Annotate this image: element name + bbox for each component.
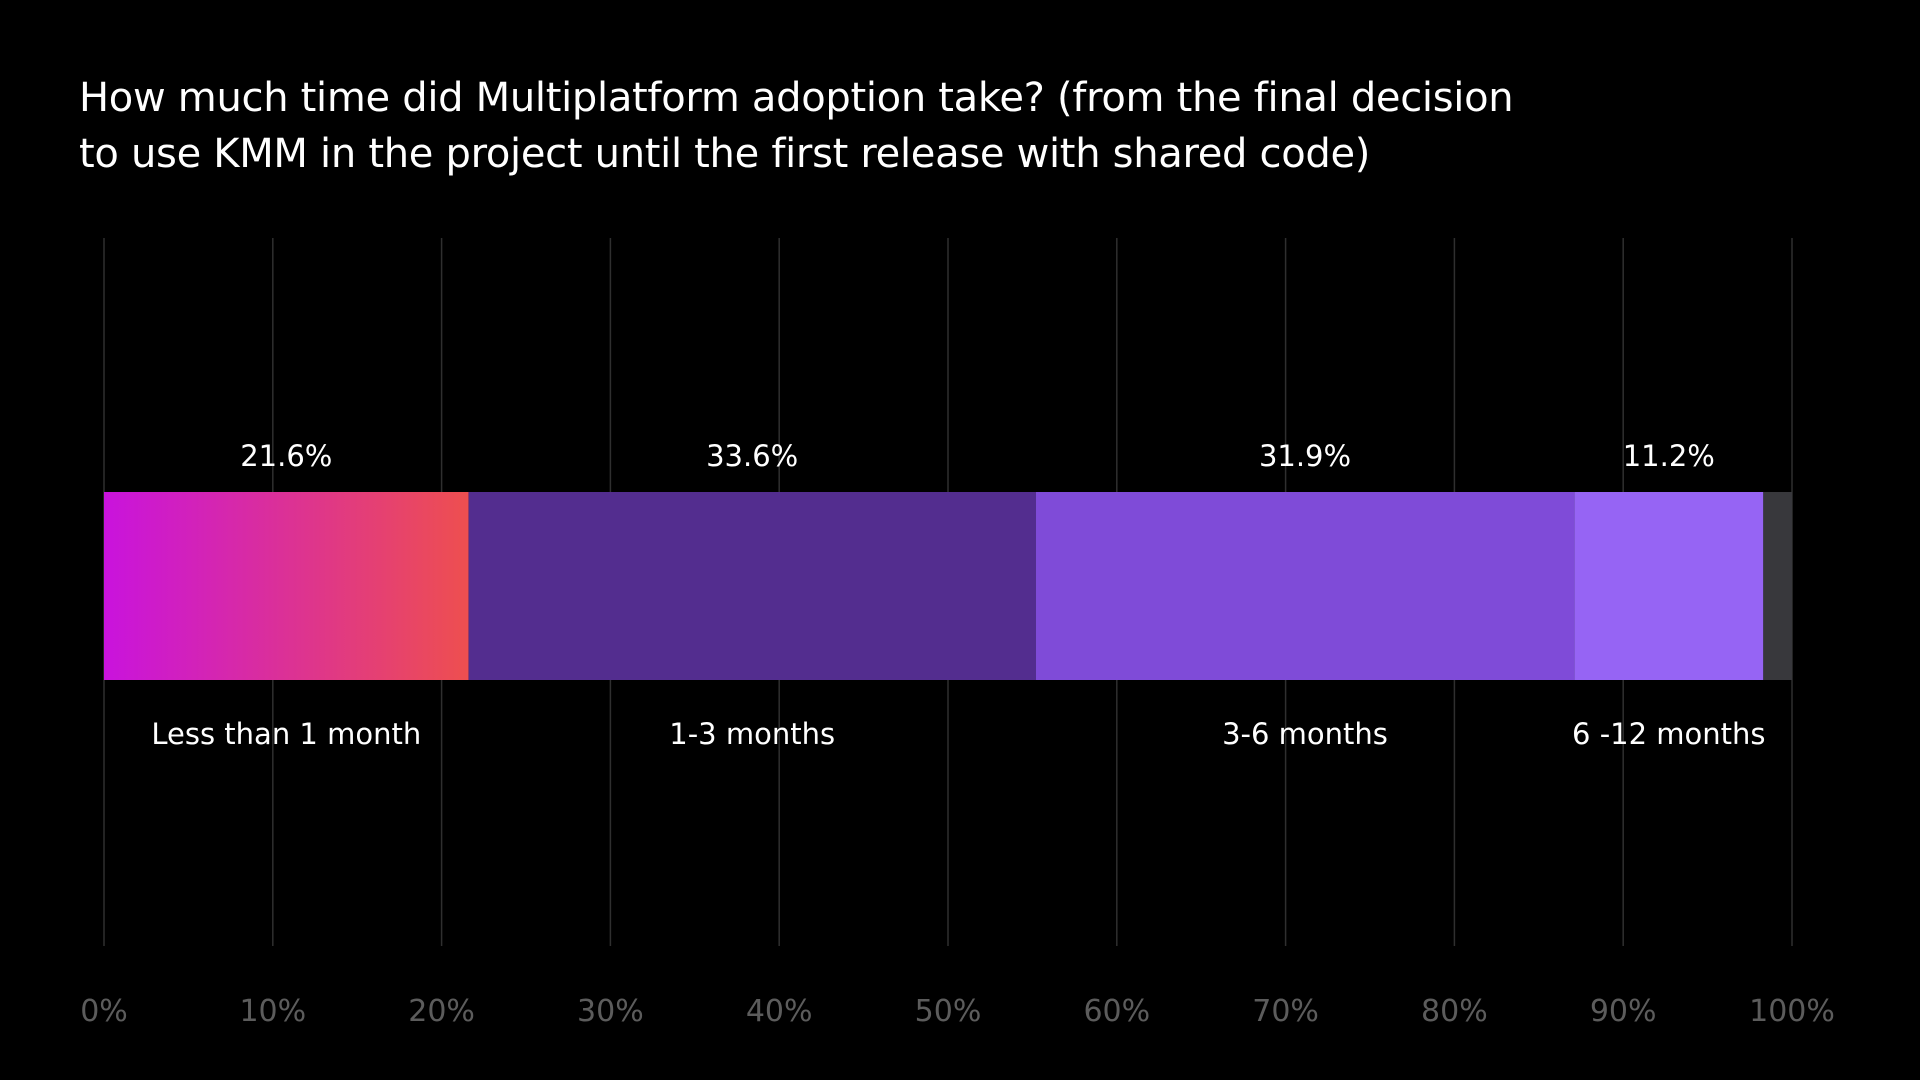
- bar-segment-1: [468, 492, 1036, 680]
- bar-segment-2: [1035, 492, 1575, 680]
- tick-label: 60%: [1083, 994, 1150, 1029]
- bar-segments: [104, 492, 1792, 680]
- category-label: 1-3 months: [669, 717, 835, 751]
- category-label: 6 -12 months: [1572, 717, 1765, 751]
- value-label: 21.6%: [240, 439, 332, 473]
- bar-segment-3: [1574, 492, 1764, 680]
- tick-label: 30%: [577, 994, 644, 1029]
- tick-label: 90%: [1590, 994, 1657, 1029]
- segment-labels: 21.6% Less than 1 month 33.6% 1-3 months 31.…: [151, 439, 1765, 751]
- tick-label: 80%: [1421, 994, 1488, 1029]
- chart-title-line-2: to use KMM in the project until the firs…: [79, 131, 1371, 177]
- value-label: 31.9%: [1259, 439, 1351, 473]
- tick-label: 40%: [746, 994, 813, 1029]
- tick-label: 50%: [915, 994, 982, 1029]
- tick-label: 10%: [239, 994, 306, 1029]
- bar-segment-0: [104, 492, 469, 680]
- tick-label: 70%: [1252, 994, 1319, 1029]
- bar-segment-4: [1763, 492, 1792, 680]
- chart-title-line-1: How much time did Multiplatform adoption…: [79, 75, 1514, 121]
- value-label: 33.6%: [706, 439, 798, 473]
- tick-label: 100%: [1749, 994, 1835, 1029]
- tick-label: 0%: [80, 994, 128, 1029]
- category-label: 3-6 months: [1222, 717, 1388, 751]
- x-axis-tick-labels: 0% 10% 20% 30% 40% 50% 60% 70% 80% 90% 100%: [80, 994, 1835, 1029]
- tick-label: 20%: [408, 994, 475, 1029]
- category-label: Less than 1 month: [151, 717, 421, 751]
- chart-title: How much time did Multiplatform adoption…: [79, 70, 1719, 182]
- value-label: 11.2%: [1623, 439, 1715, 473]
